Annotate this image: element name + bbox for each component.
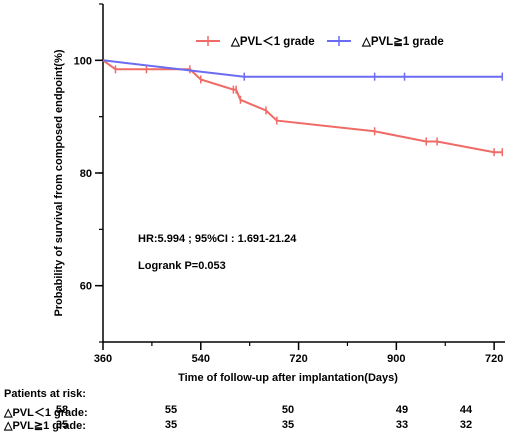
chart-series	[102, 59, 504, 157]
risk-value: 33	[395, 419, 409, 431]
risk-value: 49	[395, 404, 409, 416]
risk-row-label: △PVL≧1 grade:	[4, 420, 86, 432]
series-line-1	[102, 59, 503, 154]
legend-label: △PVL≧1 grade	[361, 36, 444, 48]
risk-value: 50	[281, 404, 295, 416]
y-tick-label: 80	[80, 168, 92, 180]
km-chart: 60 80 100 360 540 720 900 720 △PVL＜1 grade △PVL≧…	[53, 3, 505, 384]
y-tick-label: 60	[80, 281, 92, 293]
risk-value: 35	[55, 419, 69, 431]
x-tick-label: 360	[94, 353, 112, 365]
risk-table-title: Patients at risk:	[4, 388, 504, 404]
risk-title: Patients at risk:	[4, 388, 86, 400]
risk-value: 35	[164, 419, 178, 431]
risk-row-high: △PVL≧1 grade: 35 35 35 33 32	[4, 419, 504, 435]
chart-axes: 60 80 100 360 540 720 900 720	[74, 3, 505, 365]
risk-row-label: △PVL＜1 grade:	[4, 407, 88, 419]
risk-value: 35	[281, 419, 295, 431]
x-tick-label: 720	[289, 353, 307, 365]
hr-annotation: HR:5.994 ; 95%CI : 1.691-21.24	[138, 233, 297, 245]
logrank-annotation: Logrank P=0.053	[138, 260, 226, 272]
x-tick-label: 720	[485, 353, 503, 365]
chart-legend: △PVL＜1 grade △PVL≧1 grade	[196, 35, 444, 48]
y-tick-label: 100	[74, 55, 92, 67]
x-tick-label: 900	[387, 353, 405, 365]
legend-label: △PVL＜1 grade	[230, 35, 315, 48]
x-axis-label: Time of follow-up after implantation(Day…	[178, 372, 398, 384]
y-axis-label: Probability of survival from composed en…	[53, 49, 65, 316]
risk-value: 44	[459, 404, 473, 416]
risk-value: 32	[459, 419, 473, 431]
risk-value: 55	[164, 404, 178, 416]
x-tick-label: 540	[192, 353, 210, 365]
risk-row-low: △PVL＜1 grade: 58 55 50 49 44	[4, 404, 504, 420]
risk-value: 58	[55, 404, 69, 416]
